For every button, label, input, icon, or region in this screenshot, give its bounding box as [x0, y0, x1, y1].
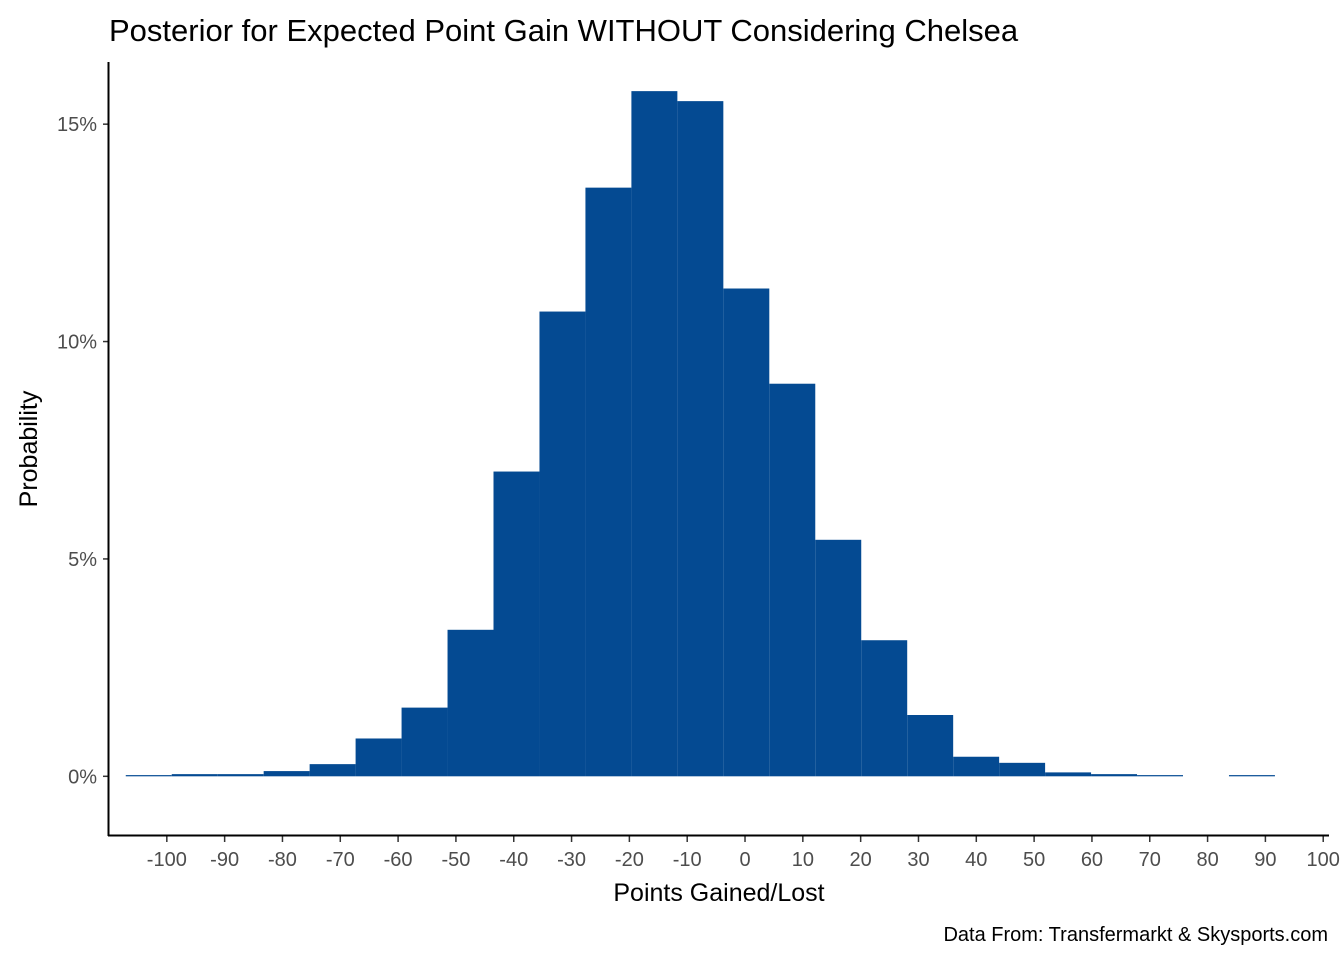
chart-caption: Data From: Transfermarkt & Skysports.com: [943, 924, 1328, 946]
histogram-bar: [171, 774, 218, 777]
histogram-bar: [677, 101, 724, 777]
histogram-bar: [263, 771, 310, 777]
x-tick-label: -70: [326, 849, 355, 871]
histogram-bar: [999, 762, 1046, 777]
x-tick-label: -30: [557, 849, 586, 871]
histogram-bar: [953, 756, 1000, 777]
histogram-bar: [815, 539, 862, 777]
histogram-bar: [861, 640, 908, 777]
x-tick-label: -80: [268, 849, 297, 871]
x-tick-label: 60: [1081, 849, 1103, 871]
y-tick-label: 0%: [68, 766, 97, 788]
x-tick-label: 80: [1196, 849, 1218, 871]
x-tick-label: -100: [147, 849, 187, 871]
histogram-bar: [309, 764, 356, 777]
y-tick-label: 15%: [57, 114, 97, 136]
histogram-bar: [1137, 775, 1184, 777]
x-tick-label: 30: [907, 849, 929, 871]
histogram-bar: [907, 715, 954, 777]
histogram-bar: [723, 288, 770, 777]
histogram-bar: [539, 311, 586, 777]
histogram-bar: [585, 187, 632, 777]
x-tick-label: 50: [1023, 849, 1045, 871]
chart-title: Posterior for Expected Point Gain WITHOU…: [109, 13, 1019, 48]
histogram-bar: [401, 707, 448, 777]
x-tick-label: 90: [1254, 849, 1276, 871]
y-axis-title: Probability: [15, 390, 43, 507]
x-axis-ticks: -100 -90 -80 -70 -60 -50 -40 -30 -20 -10 0 10 20 30 40…: [147, 835, 1340, 871]
x-tick-label: 0: [739, 849, 750, 871]
x-tick-label: 70: [1139, 849, 1161, 871]
x-tick-label: -40: [499, 849, 528, 871]
histogram-bar: [217, 774, 264, 777]
x-tick-label: 40: [965, 849, 987, 871]
histogram-bar: [447, 629, 494, 777]
x-axis-title: Points Gained/Lost: [613, 879, 824, 907]
histogram-bar: [125, 775, 172, 777]
x-tick-label: -50: [441, 849, 470, 871]
y-tick-label: 10%: [57, 332, 97, 354]
x-tick-label: 100: [1307, 849, 1340, 871]
histogram-bar: [355, 738, 402, 777]
x-tick-label: 10: [792, 849, 814, 871]
x-tick-label: -60: [384, 849, 413, 871]
histogram-bar: [493, 471, 540, 777]
histogram-bar: [631, 91, 678, 777]
x-tick-label: -20: [615, 849, 644, 871]
histogram-bar: [1091, 774, 1138, 777]
y-axis-ticks: 0% 5% 10% 15%: [57, 114, 109, 788]
histogram-bar: [769, 383, 816, 777]
histogram-bar: [1045, 772, 1092, 777]
x-tick-label: -10: [673, 849, 702, 871]
x-tick-label: 20: [850, 849, 872, 871]
x-tick-label: -90: [210, 849, 239, 871]
y-tick-label: 5%: [68, 549, 97, 571]
bars-group: [125, 91, 1275, 777]
histogram-bar: [1228, 775, 1275, 777]
